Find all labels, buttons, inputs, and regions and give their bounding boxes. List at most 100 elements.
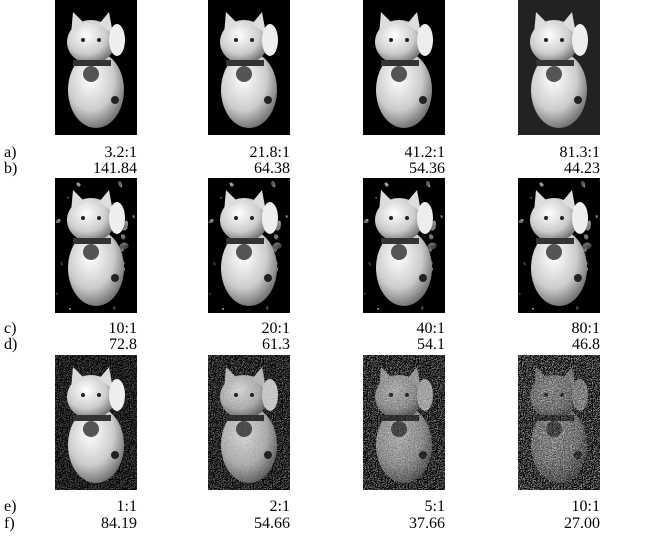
- row-label: a): [4, 145, 16, 161]
- cat-image: [208, 178, 290, 313]
- value-label: 3.2:1: [17, 145, 137, 161]
- row-label: b): [4, 161, 17, 177]
- image-part: [220, 190, 278, 306]
- cat-image: [518, 0, 600, 135]
- image-part: [574, 96, 582, 104]
- image-part: [417, 379, 433, 411]
- image-part: [67, 190, 125, 306]
- image-part: [419, 451, 427, 459]
- image-part: [111, 451, 119, 459]
- value-label: 80:1: [480, 321, 600, 337]
- row-label: f): [4, 516, 15, 532]
- image-part: [572, 24, 588, 56]
- image-part: [226, 238, 264, 244]
- value-label: 27.00: [480, 516, 600, 532]
- image-part: [67, 12, 125, 128]
- image-part: [234, 38, 238, 42]
- image-part: [220, 367, 278, 483]
- value-label: 2:1: [170, 499, 290, 515]
- image-part: [572, 202, 588, 234]
- image-part: [109, 379, 125, 411]
- value-label: 40:1: [325, 321, 445, 337]
- image-part: [546, 66, 562, 82]
- image-part: [97, 38, 101, 42]
- cat-image: [55, 355, 137, 490]
- image-part: [560, 216, 564, 220]
- value-label: 10:1: [17, 321, 137, 337]
- image-part: [83, 244, 99, 260]
- image-part: [264, 274, 272, 282]
- image-part: [381, 60, 419, 66]
- image-part: [530, 367, 588, 483]
- image-part: [109, 202, 125, 234]
- image-part: [419, 96, 427, 104]
- row-label: e): [4, 499, 16, 515]
- image-part: [530, 12, 588, 128]
- cat-image: [55, 0, 137, 135]
- image-part: [391, 244, 407, 260]
- image-part: [530, 190, 588, 306]
- image-part: [391, 66, 407, 82]
- image-part: [236, 66, 252, 82]
- image-part: [262, 24, 278, 56]
- value-label: 81.3:1: [480, 145, 600, 161]
- value-label: 44.23: [480, 161, 600, 177]
- value-label: 72.8: [17, 337, 137, 353]
- image-part: [236, 421, 252, 437]
- image-part: [391, 421, 407, 437]
- value-label: 41.2:1: [325, 145, 445, 161]
- value-label: 20:1: [170, 321, 290, 337]
- image-part: [574, 274, 582, 282]
- image-part: [226, 60, 264, 66]
- cat-image: [518, 355, 600, 490]
- image-part: [81, 393, 85, 397]
- image-part: [226, 415, 264, 421]
- image-part: [97, 393, 101, 397]
- image-part: [375, 12, 433, 128]
- image-part: [544, 393, 548, 397]
- cat-image: [363, 355, 445, 490]
- image-part: [81, 38, 85, 42]
- image-part: [405, 393, 409, 397]
- image-part: [83, 66, 99, 82]
- value-label: 37.66: [325, 516, 445, 532]
- image-part: [417, 202, 433, 234]
- value-label: 64.38: [170, 161, 290, 177]
- figure: {"rows": [ {"label": "a)", "values": ["3…: [0, 0, 648, 542]
- image-part: [264, 96, 272, 104]
- value-label: 54.36: [325, 161, 445, 177]
- image-part: [73, 415, 111, 421]
- cat-image: [55, 178, 137, 313]
- image-part: [546, 421, 562, 437]
- value-label: 21.8:1: [170, 145, 290, 161]
- image-part: [419, 274, 427, 282]
- image-part: [234, 393, 238, 397]
- cat-image: [363, 178, 445, 313]
- image-part: [381, 238, 419, 244]
- image-part: [560, 393, 564, 397]
- value-label: 141.84: [17, 161, 137, 177]
- image-part: [574, 451, 582, 459]
- value-label: 54.1: [325, 337, 445, 353]
- image-part: [83, 421, 99, 437]
- image-part: [264, 451, 272, 459]
- value-label: 1:1: [17, 499, 137, 515]
- image-part: [536, 60, 574, 66]
- image-part: [375, 367, 433, 483]
- image-part: [375, 190, 433, 306]
- cat-image: [208, 0, 290, 135]
- image-part: [560, 38, 564, 42]
- image-part: [389, 393, 393, 397]
- image-part: [536, 415, 574, 421]
- cat-image: [518, 178, 600, 313]
- value-label: 61.3: [170, 337, 290, 353]
- value-label: 84.19: [17, 516, 137, 532]
- value-label: 10:1: [480, 499, 600, 515]
- image-part: [97, 216, 101, 220]
- image-part: [67, 367, 125, 483]
- row-label: d): [4, 337, 17, 353]
- image-part: [81, 216, 85, 220]
- image-part: [109, 24, 125, 56]
- image-part: [389, 38, 393, 42]
- image-part: [250, 216, 254, 220]
